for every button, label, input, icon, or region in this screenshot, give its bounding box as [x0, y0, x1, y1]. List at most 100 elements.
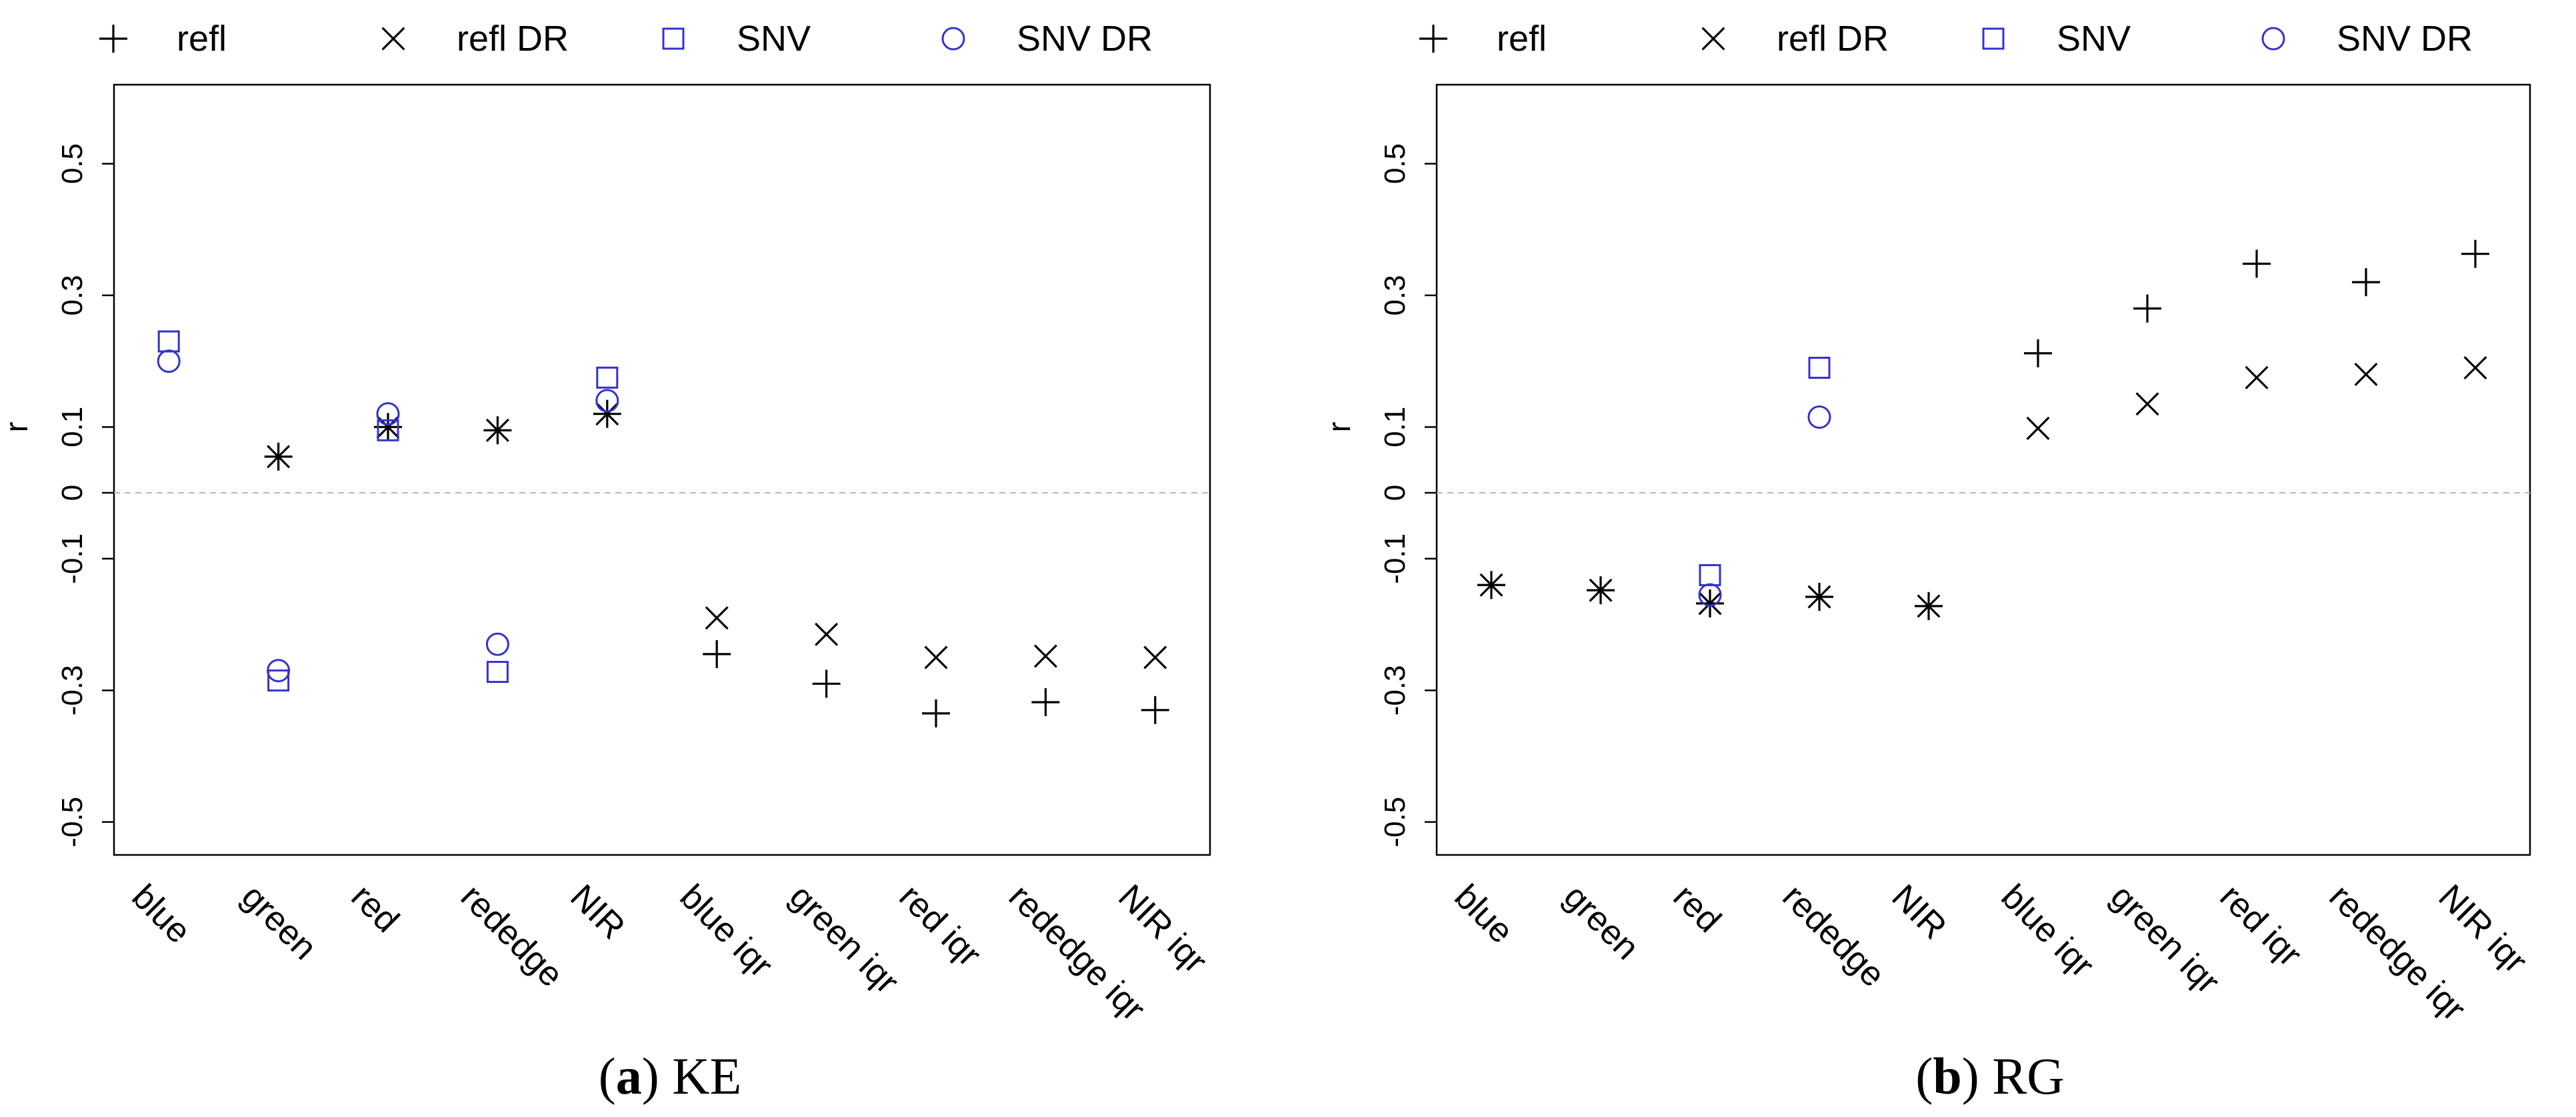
x-tick-label-red: red — [343, 877, 406, 940]
point-snv-rededge-extra — [486, 661, 509, 684]
point-refl-dr-green — [267, 445, 291, 469]
point-snv-dr-nir — [595, 389, 619, 413]
legend-label-snv: SNV — [737, 19, 811, 59]
point-snv-dr-rededge — [1807, 405, 1831, 429]
caption-letter: a — [616, 1047, 642, 1105]
point-refl-nir-iqr — [2461, 239, 2489, 268]
point-refl-dr-rededge-iqr — [1033, 644, 1057, 668]
legend-label-refl-dr: refl DR — [1777, 19, 1889, 59]
caption-open-paren: ( — [1915, 1047, 1933, 1105]
point-refl-green-iqr — [812, 670, 841, 698]
point-snv-dr-rededge — [485, 632, 509, 656]
x-tick-label-nir-iqr: NIR iqr — [1111, 877, 1214, 980]
caption-close-paren: ) — [642, 1047, 672, 1105]
y-tick-label: 0 — [56, 485, 89, 501]
y-tick-label: 0.1 — [56, 407, 89, 447]
point-refl-red-iqr — [922, 699, 950, 728]
y-tick-label: 0.1 — [1379, 407, 1411, 447]
panel-rg: -0.5 -0.3 -0.1 0 0.1 0.3 0.5 r blue green red reded… — [1322, 19, 2535, 1105]
x-tick-label-red-iqr: red iqr — [891, 877, 988, 974]
legend-label-refl: refl — [1497, 19, 1547, 59]
panel-caption: (b) RG — [1915, 1047, 2064, 1105]
point-snv-dr-red — [1698, 583, 1722, 607]
y-tick-label: -0.3 — [1379, 665, 1411, 716]
x-tick-label-nir: NIR — [1884, 877, 1953, 946]
point-snv-dr-green — [267, 659, 291, 683]
caption-letter: b — [1933, 1047, 1961, 1105]
point-refl-dr-green-iqr — [815, 622, 839, 646]
point-refl-dr-red — [1698, 592, 1722, 616]
legend-marker-snv — [662, 27, 685, 50]
legend-marker-snv-dr — [2261, 27, 2285, 51]
x-tick-label-nir: NIR — [563, 877, 632, 946]
x-tick-label-red: red — [1665, 877, 1728, 940]
x-tick-label-blue-iqr: blue iqr — [673, 877, 781, 985]
y-tick-label: 0.5 — [1379, 143, 1411, 184]
legend-label-refl: refl — [177, 19, 227, 59]
point-refl-dr-blue-iqr — [705, 606, 729, 630]
caption-close-paren: ) — [1962, 1047, 1992, 1105]
point-refl-dr-green-iqr — [2135, 392, 2159, 416]
point-refl-dr-rededge — [485, 418, 509, 442]
x-tick-label-green-iqr: green iqr — [782, 877, 906, 1001]
point-refl-dr-nir — [595, 402, 619, 426]
caption-name: RG — [1992, 1047, 2064, 1105]
point-refl-red-iqr — [2243, 249, 2271, 278]
point-refl-dr-rededge-iqr — [2354, 362, 2378, 386]
point-refl-dr-red-iqr — [2245, 365, 2269, 389]
point-refl-blue-iqr — [703, 640, 731, 668]
point-refl-dr-blue — [1479, 573, 1503, 597]
y-tick-label: -0.1 — [56, 533, 89, 584]
x-tick-label-blue-iqr: blue iqr — [1993, 877, 2101, 985]
legend-marker-refl-dr — [381, 27, 405, 51]
legend-marker-snv — [1982, 27, 2005, 50]
caption-open-paren: ( — [599, 1047, 616, 1105]
point-refl-dr-nir-iqr — [2463, 355, 2487, 379]
legend-marker-refl — [99, 25, 127, 53]
point-refl-dr-rededge — [1807, 585, 1831, 609]
point-refl-dr-green — [1589, 578, 1613, 602]
x-tick-label-blue: blue — [1447, 877, 1521, 951]
point-snv-nir — [596, 366, 619, 389]
point-refl-dr-nir-iqr — [1143, 646, 1167, 670]
plot-frame — [1435, 83, 2531, 856]
point-refl-dr-nir — [1917, 594, 1941, 618]
legend-label-snv-dr: SNV DR — [1017, 19, 1153, 59]
y-tick-label: 0 — [1379, 485, 1411, 501]
point-snv-red — [377, 419, 399, 441]
y-tick-label: -0.5 — [1379, 797, 1411, 848]
point-refl-rededge-iqr — [2352, 268, 2380, 297]
panel-ke: -0.5 -0.3 -0.1 0 0.1 0.3 0.5 r blue green red reded… — [0, 19, 1215, 1105]
point-refl-blue-iqr — [2024, 339, 2052, 367]
legend-marker-refl — [1419, 25, 1447, 53]
y-tick-label: -0.3 — [56, 665, 89, 716]
point-refl-dr-red-iqr — [924, 646, 948, 670]
y-tick-label: 0.3 — [56, 275, 89, 315]
y-tick-label: -0.5 — [56, 797, 89, 848]
x-tick-label-green: green — [1556, 877, 1646, 967]
y-axis-label: r — [0, 421, 35, 432]
x-tick-label-red-iqr: red iqr — [2212, 877, 2309, 974]
y-tick-label: -0.1 — [1379, 533, 1411, 584]
point-snv-red — [1699, 564, 1721, 586]
y-tick-label: 0.5 — [56, 143, 89, 184]
legend-label-snv-dr: SNV DR — [2337, 19, 2473, 59]
point-snv-rededge — [1808, 356, 1831, 379]
point-snv-blue — [157, 330, 180, 353]
legend-label-snv: SNV — [2057, 19, 2131, 59]
point-refl-dr-blue-iqr — [2026, 416, 2050, 440]
panel-caption: (a) KE — [599, 1047, 741, 1105]
point-refl-green-iqr — [2133, 294, 2161, 323]
x-tick-label-green: green — [234, 877, 324, 967]
point-refl-nir-iqr — [1141, 696, 1169, 724]
plot-frame — [113, 83, 1211, 856]
legend-label-refl-dr: refl DR — [457, 19, 569, 59]
x-tick-label-nir-iqr: NIR iqr — [2431, 877, 2534, 980]
x-tick-label-rededge: rededge — [453, 877, 571, 994]
point-snv-green — [267, 669, 290, 692]
legend-marker-refl-dr — [1701, 27, 1725, 51]
x-tick-label-blue: blue — [125, 877, 199, 951]
point-snv-dr-blue — [157, 349, 181, 373]
legend-marker-snv-dr — [941, 27, 965, 51]
